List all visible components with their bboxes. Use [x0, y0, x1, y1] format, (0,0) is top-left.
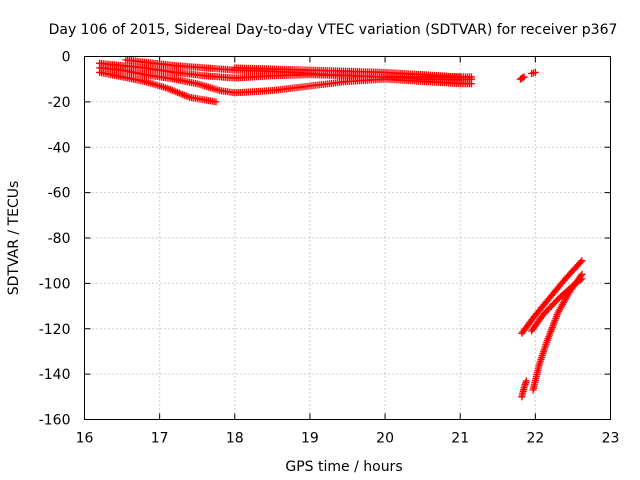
axis-ticks: 16 17 18 19 20 21 22 23 0 -20 -40 -60 -80 -100 -120 -14…	[39, 50, 620, 447]
data-point	[519, 74, 527, 82]
data-point	[467, 80, 475, 88]
data-points	[96, 56, 586, 401]
data-point	[467, 73, 475, 81]
x-tick-label: 16	[76, 431, 94, 447]
data-point	[456, 73, 464, 81]
x-tick-label: 23	[602, 431, 620, 447]
x-tick-label: 19	[301, 431, 319, 447]
y-tick-label: -40	[48, 140, 71, 156]
x-tick-label: 21	[451, 431, 469, 447]
y-tick-label: -20	[48, 95, 71, 111]
data-point	[522, 377, 530, 385]
y-axis-label: SDTVAR / TECUs	[6, 181, 22, 296]
x-tick-label: 18	[226, 431, 244, 447]
y-tick-label: -160	[39, 413, 71, 429]
y-tick-label: -80	[48, 231, 71, 247]
data-point	[577, 272, 585, 280]
y-tick-label: -100	[39, 276, 71, 292]
data-point	[531, 68, 539, 76]
y-tick-label: -140	[39, 367, 71, 383]
plot-frame	[84, 56, 611, 420]
x-tick-label: 17	[151, 431, 169, 447]
y-tick-label: -60	[48, 186, 71, 202]
chart-title: Day 106 of 2015, Sidereal Day-to-day VTE…	[49, 22, 618, 38]
x-tick-label: 20	[376, 431, 394, 447]
y-tick-label: -120	[39, 322, 71, 338]
y-tick-label: 0	[62, 50, 71, 66]
grid	[84, 56, 611, 420]
data-point	[578, 257, 586, 265]
x-axis-label: GPS time / hours	[285, 459, 402, 475]
data-point	[577, 258, 585, 266]
data-point	[212, 98, 220, 106]
x-tick-label: 22	[526, 431, 544, 447]
data-point	[520, 73, 528, 81]
data-point	[578, 270, 586, 278]
